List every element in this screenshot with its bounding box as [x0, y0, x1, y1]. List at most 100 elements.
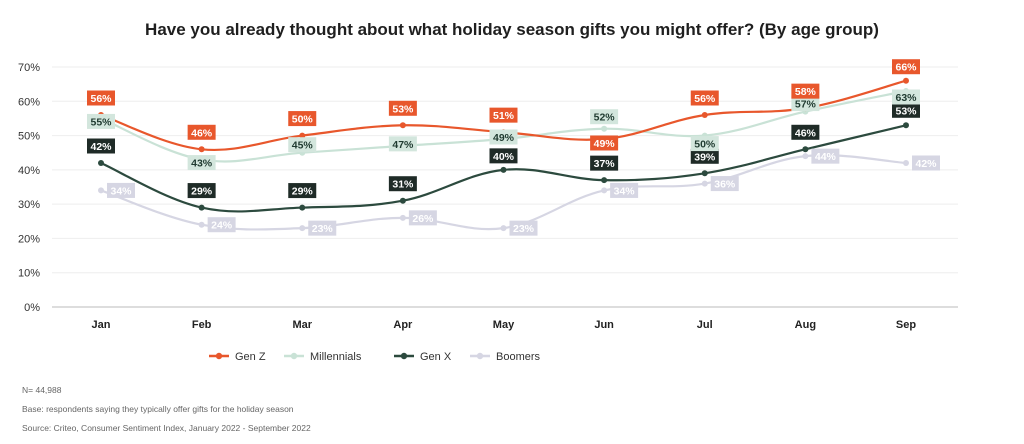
x-tick-label: May [493, 319, 515, 331]
data-point [98, 187, 104, 194]
line-chart: 0%10%20%30%40%50%60%70% Jan Feb Mar Apr May J… [18, 59, 958, 363]
data-label-text: 23% [312, 223, 334, 235]
legend-label: Gen X [420, 351, 452, 363]
data-label-box [610, 182, 639, 198]
data-label-text: 26% [412, 213, 434, 225]
data-label-text: 56% [90, 93, 112, 105]
data-label-box [288, 111, 317, 127]
data-label-text: 29% [292, 186, 314, 198]
data-label-text: 46% [191, 127, 213, 139]
data-label-box [690, 148, 719, 164]
data-label-box [690, 136, 719, 152]
data-label-box [590, 155, 619, 171]
legend-marker [290, 352, 298, 360]
data-label: 29% [288, 183, 317, 199]
data-label-box [87, 138, 115, 154]
data-label-box [187, 155, 216, 171]
legend-marker [400, 352, 408, 360]
y-tick-label: 10% [18, 268, 40, 280]
data-label: 56% [87, 90, 115, 106]
data-label-text: 66% [895, 62, 917, 74]
data-label-text: 39% [694, 151, 716, 163]
data-label-box [811, 148, 840, 164]
legend-item: Boomers [470, 351, 541, 363]
data-label-text: 36% [714, 179, 736, 191]
data-label-text: 57% [795, 99, 817, 111]
legend-item: Millennials [284, 351, 362, 363]
data-label-text: 42% [90, 141, 112, 153]
data-label-box [791, 83, 820, 99]
data-label: 42% [87, 138, 115, 154]
data-label-box [388, 136, 417, 152]
data-point [399, 122, 406, 129]
data-label-text: 58% [795, 86, 817, 98]
data-label: 29% [187, 183, 216, 199]
data-label-box [87, 113, 115, 129]
data-label-text: 45% [292, 140, 314, 152]
data-label-text: 29% [191, 186, 213, 198]
data-label: 34% [107, 182, 135, 198]
legend-marker [476, 352, 484, 360]
data-label: 51% [489, 107, 518, 123]
data-label-box [892, 59, 920, 75]
data-label-box [388, 176, 417, 192]
x-tick-label: Mar [292, 319, 312, 331]
source-note: Source: Criteo, Consumer Sentiment Index… [22, 423, 311, 433]
data-label-text: 44% [815, 151, 837, 163]
data-label-box [509, 220, 538, 236]
data-label-box [288, 183, 317, 199]
data-point [399, 214, 406, 221]
data-label: 39% [690, 148, 719, 164]
data-label-text: 49% [594, 138, 616, 150]
data-label: 49% [489, 129, 518, 145]
chart-notes: N= 44,988 Base: respondents saying they … [22, 381, 311, 438]
data-label: 42% [912, 155, 940, 171]
data-label: 45% [288, 137, 317, 153]
data-label-box [892, 102, 920, 118]
y-tick-label: 20% [18, 233, 40, 245]
x-tick-label: Jun [594, 319, 614, 331]
data-label: 40% [489, 148, 518, 164]
data-label: 37% [590, 155, 619, 171]
data-label-box [107, 182, 135, 198]
data-label-text: 34% [614, 185, 636, 197]
data-label-box [308, 220, 337, 236]
data-point [299, 132, 306, 139]
data-label-box [288, 137, 317, 153]
data-label-text: 24% [211, 220, 233, 232]
data-label: 36% [710, 176, 739, 192]
data-label: 44% [811, 148, 840, 164]
data-label-text: 49% [493, 132, 515, 144]
data-label: 55% [87, 113, 115, 129]
data-label: 34% [610, 182, 639, 198]
chart-title: Have you already thought about what holi… [145, 20, 879, 39]
data-label-text: 40% [493, 151, 515, 163]
x-tick-label: Feb [192, 319, 212, 331]
data-point [500, 225, 507, 232]
data-point [500, 166, 507, 173]
data-point [98, 160, 104, 166]
data-label-box [187, 183, 216, 199]
data-label: 46% [187, 124, 216, 140]
data-label: 24% [207, 217, 236, 233]
data-label: 53% [388, 100, 417, 116]
data-label-box [489, 129, 518, 145]
legend-item: Gen Z [209, 351, 266, 363]
data-label-box [207, 217, 236, 233]
data-point [701, 170, 708, 177]
data-point [299, 225, 306, 232]
data-label: 23% [509, 220, 538, 236]
data-label-text: 43% [191, 158, 213, 170]
data-label-text: 53% [392, 103, 414, 115]
data-label-box [408, 210, 437, 226]
data-label: 26% [408, 210, 437, 226]
data-label-text: 50% [292, 114, 314, 126]
data-label-box [912, 155, 940, 171]
data-label: 47% [388, 136, 417, 152]
data-labels: 34% 24% 23% 26% 23% 34% 36% 44% 42% 42% 29% 29% 31% 4… [87, 59, 940, 236]
data-label: 63% [892, 89, 920, 105]
data-point [802, 153, 809, 160]
data-label: 53% [892, 102, 920, 118]
data-label-text: 42% [915, 158, 937, 170]
data-point [903, 77, 909, 84]
